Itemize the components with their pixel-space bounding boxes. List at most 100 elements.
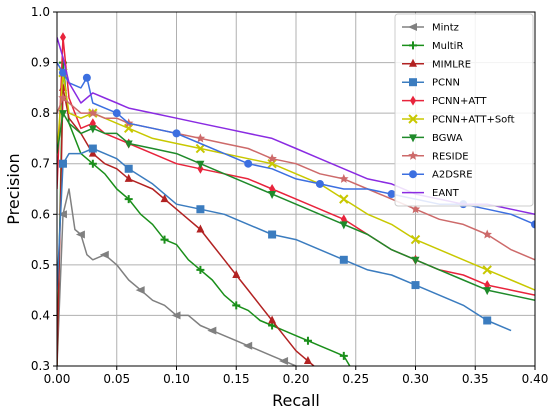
data-point-marker xyxy=(244,159,253,168)
data-point-marker xyxy=(124,195,133,204)
legend-swatch-marker xyxy=(409,41,417,50)
data-point-marker xyxy=(410,234,421,245)
series-multir xyxy=(57,58,351,366)
legend-item: RESIDE xyxy=(402,150,469,162)
data-point-marker xyxy=(171,311,181,320)
data-point-marker xyxy=(99,250,109,259)
legend-item: PCNN xyxy=(402,78,460,89)
data-point-marker xyxy=(197,163,204,174)
legend-label: BGWA xyxy=(432,133,463,144)
data-point-marker xyxy=(160,235,169,244)
series-pcnn xyxy=(57,144,512,332)
data-point-marker xyxy=(82,73,91,82)
data-point-marker xyxy=(482,229,492,239)
legend-item: EANT xyxy=(402,188,460,199)
legend-label: EANT xyxy=(432,188,460,199)
legend-label: RESIDE xyxy=(432,151,469,162)
data-point-marker xyxy=(172,129,181,138)
x-tick-label: 0.05 xyxy=(103,372,130,386)
data-point-marker xyxy=(58,92,68,103)
y-tick-label: 1.0 xyxy=(31,5,50,19)
legend-box xyxy=(394,13,534,207)
legend-swatch-marker xyxy=(409,134,417,143)
data-point-marker xyxy=(59,32,66,43)
data-point-marker xyxy=(387,190,396,199)
x-tick-label: 0.25 xyxy=(342,372,369,386)
legend-swatch-marker xyxy=(409,78,417,87)
y-tick-label: 0.3 xyxy=(31,359,50,373)
legend-item: MIMLRE xyxy=(402,58,471,70)
data-point-marker xyxy=(58,68,67,77)
legend-item: MultiR xyxy=(402,41,463,52)
legend-label: A2DSRE xyxy=(432,170,473,181)
x-axis-title: Recall xyxy=(272,391,320,410)
legend-item: PCNN+ATT xyxy=(402,95,487,107)
data-point-marker xyxy=(57,210,67,219)
x-tick-label: 0.10 xyxy=(163,372,190,386)
legend-label: PCNN+ATT xyxy=(432,96,487,107)
data-point-marker xyxy=(303,336,312,345)
data-point-marker xyxy=(196,205,205,214)
data-point-marker xyxy=(88,148,97,157)
data-point-marker xyxy=(279,356,289,365)
data-point-marker xyxy=(411,281,420,290)
data-point-marker xyxy=(339,255,348,264)
x-tick-label: 0.20 xyxy=(283,372,310,386)
legend-item: A2DSRE xyxy=(402,170,473,181)
x-tick-label: 0.35 xyxy=(462,372,489,386)
legend-swatch-marker xyxy=(409,58,417,67)
legend-label: Mintz xyxy=(432,23,459,34)
data-point-marker xyxy=(112,109,121,118)
data-point-marker xyxy=(196,224,205,233)
data-point-marker xyxy=(232,269,241,278)
data-point-marker xyxy=(339,351,348,360)
series-bgwa xyxy=(57,110,535,302)
data-point-marker xyxy=(124,173,133,182)
data-point-marker xyxy=(339,173,349,183)
legend-label: PCNN xyxy=(432,78,460,89)
axis-ticks: 0.00 0.05 0.10 0.15 0.20 0.25 0.30 0.35 0.40 0.3 0… xyxy=(31,5,548,386)
y-tick-label: 0.4 xyxy=(31,308,50,322)
y-axis-title: Precision xyxy=(4,153,23,224)
data-point-marker xyxy=(88,159,97,168)
data-point-marker xyxy=(410,204,421,214)
legend-label: MIMLRE xyxy=(432,59,471,70)
data-point-marker xyxy=(268,230,277,239)
data-point-marker xyxy=(196,160,205,169)
data-point-marker xyxy=(88,125,97,134)
y-tick-label: 0.9 xyxy=(31,56,50,70)
legend-swatch-marker xyxy=(408,150,418,160)
data-point-marker xyxy=(135,286,145,295)
data-point-marker xyxy=(88,108,98,118)
y-tick-label: 0.7 xyxy=(31,157,50,171)
x-tick-label: 0.40 xyxy=(522,372,549,386)
legend-swatch-marker xyxy=(408,23,417,31)
legend-label: PCNN+ATT+Soft xyxy=(432,115,515,126)
data-point-marker xyxy=(482,265,492,275)
legend-item: BGWA xyxy=(402,133,463,144)
data-point-marker xyxy=(339,194,349,204)
data-point-marker xyxy=(483,287,492,296)
y-tick-label: 0.6 xyxy=(31,207,50,221)
data-point-marker xyxy=(315,179,324,188)
data-point-marker xyxy=(268,191,277,200)
legend-swatch-marker xyxy=(408,114,418,124)
data-point-marker xyxy=(160,194,169,203)
legend-item: Mintz xyxy=(402,23,459,34)
data-point-marker xyxy=(268,315,277,324)
data-point-marker xyxy=(531,220,535,229)
data-point-marker xyxy=(123,123,134,134)
legend: Mintz MultiR MIMLRE PCNN PCNN+ATT PCNN+ATT+So… xyxy=(394,13,534,207)
data-point-marker xyxy=(124,140,133,149)
data-point-marker xyxy=(195,143,206,154)
data-point-marker xyxy=(207,326,217,335)
data-point-marker xyxy=(243,341,253,350)
data-point-marker xyxy=(88,144,97,153)
data-point-marker xyxy=(303,355,312,364)
legend-item: PCNN+ATT+Soft xyxy=(402,114,515,126)
y-tick-label: 0.8 xyxy=(31,106,50,120)
x-tick-label: 0.00 xyxy=(44,372,71,386)
data-point-marker xyxy=(58,159,67,168)
data-point-marker xyxy=(124,164,133,173)
